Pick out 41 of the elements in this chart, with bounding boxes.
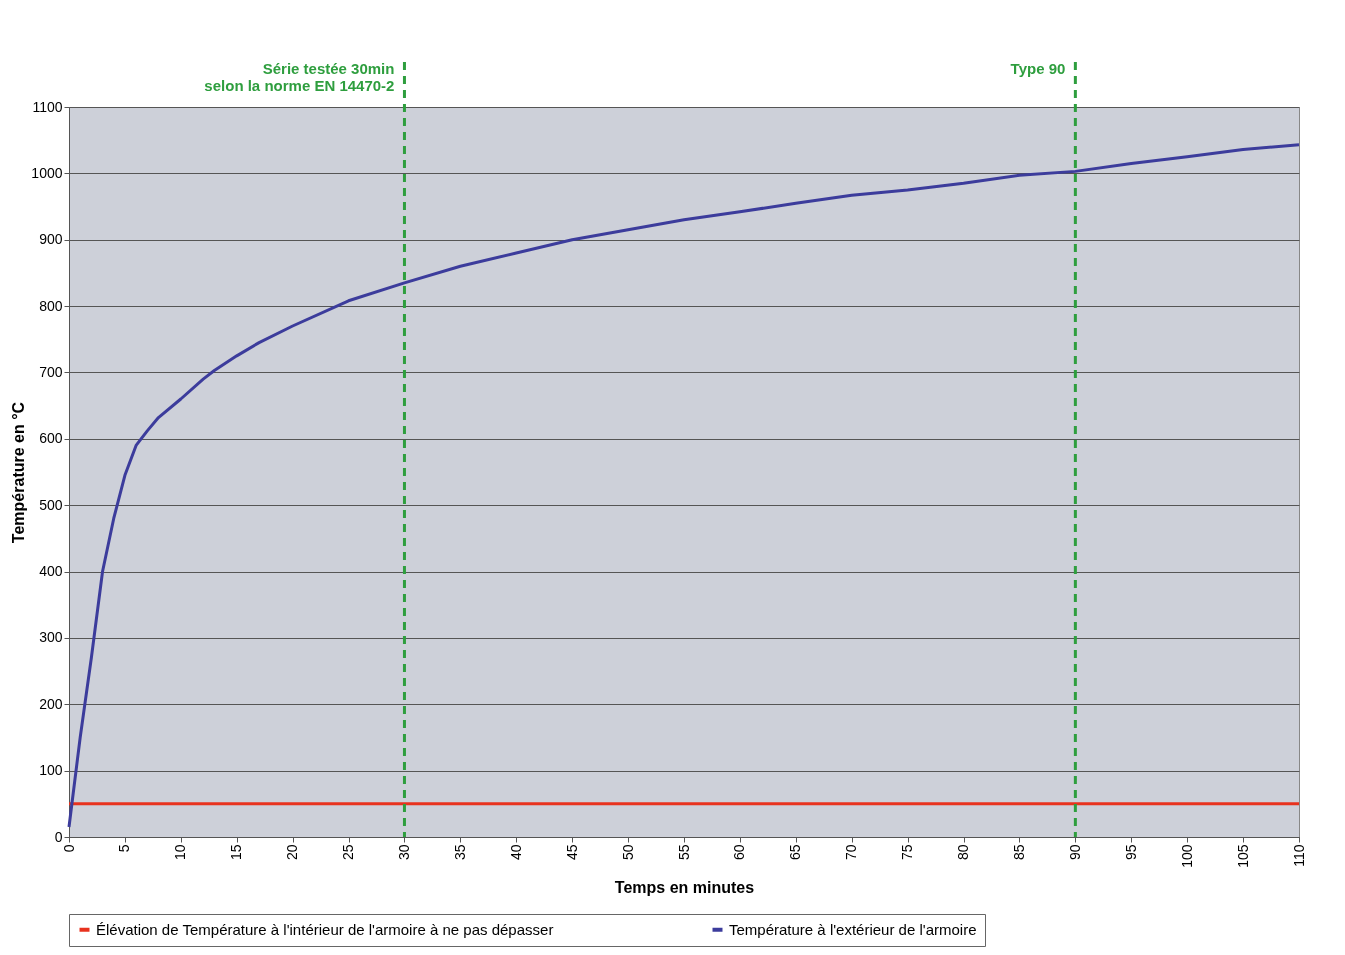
ref-line-label: Série testée 30min selon la norme EN 14470-2 [204, 60, 395, 94]
x-tick-label: 95 [1122, 844, 1139, 861]
x-tick-label: 100 [1178, 844, 1195, 868]
y-tick-label: 200 [39, 695, 63, 712]
y-tick-label: 1100 [32, 98, 63, 115]
x-tick-label: 85 [1010, 844, 1027, 861]
y-tick-label: 600 [39, 430, 63, 447]
x-tick-label: 25 [340, 844, 357, 861]
x-tick-label: 15 [228, 844, 245, 861]
x-tick-label: 110 [1290, 844, 1307, 867]
x-tick-label: 90 [1066, 844, 1083, 861]
x-tick-label: 35 [451, 844, 468, 861]
y-tick-label: 900 [39, 231, 63, 248]
x-tick-label: 20 [284, 844, 301, 861]
x-tick-label: 80 [955, 844, 972, 861]
x-tick-label: 40 [507, 844, 524, 861]
x-axis-title: Temps en minutes [614, 878, 755, 896]
y-axis-title: Température en °C [10, 401, 28, 544]
x-tick-label: 75 [899, 844, 916, 861]
x-tick-label: 105 [1234, 844, 1251, 868]
line-series [67, 143, 1301, 829]
y-tick-label: 400 [39, 563, 63, 580]
x-tick-label: 70 [843, 844, 860, 861]
x-tick-label: 0 [60, 844, 77, 853]
y-tick-label: 100 [39, 762, 63, 779]
x-tick-label: 30 [395, 844, 412, 861]
ref-line-label: Type 90 [1010, 60, 1066, 77]
x-tick-label: 45 [563, 844, 580, 861]
y-tick-label: 500 [39, 496, 63, 513]
y-tick-label: 800 [39, 297, 63, 314]
x-tick-label: 65 [787, 844, 804, 861]
x-tick-label: 5 [116, 844, 133, 853]
y-tick-label: 1000 [31, 164, 63, 181]
x-tick-label: 50 [619, 844, 636, 861]
x-tick-label: 10 [172, 844, 189, 861]
y-tick-label: 700 [39, 363, 63, 380]
x-tick-label: 60 [731, 844, 748, 861]
y-tick-label: 300 [39, 629, 63, 646]
legend-label: Élévation de Température à l'intérieur de l'armoire à ne pas dépasser [96, 920, 554, 938]
legend-label: Température à l'extérieur de l'armoire [729, 920, 977, 938]
x-tick-label: 55 [675, 844, 692, 861]
